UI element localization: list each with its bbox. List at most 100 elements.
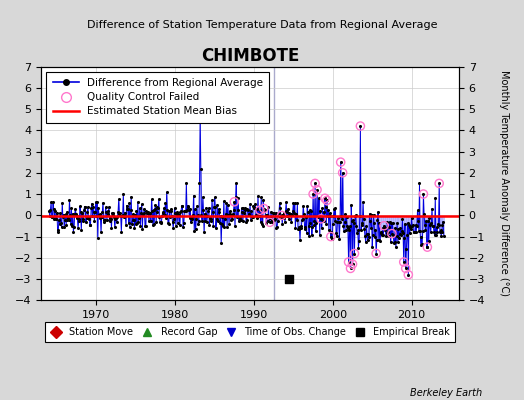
Point — [380, 225, 389, 232]
Point — [403, 232, 411, 238]
Point — [334, 219, 343, 225]
Point — [355, 213, 364, 220]
Point — [176, 209, 184, 216]
Point — [440, 233, 448, 239]
Point — [266, 219, 274, 226]
Point — [101, 216, 109, 223]
Point — [170, 205, 179, 211]
Point — [341, 219, 349, 225]
Point — [246, 201, 254, 208]
Point — [108, 210, 116, 216]
Point — [59, 212, 68, 218]
Point — [72, 211, 80, 217]
Point — [348, 261, 357, 267]
Point — [359, 199, 367, 205]
Point — [396, 230, 404, 237]
Point — [323, 213, 332, 219]
Point — [192, 216, 200, 222]
Point — [348, 261, 357, 267]
Point — [128, 217, 137, 223]
Point — [137, 201, 146, 207]
Point — [60, 224, 69, 230]
Point — [339, 170, 347, 176]
Point — [95, 211, 103, 218]
Point — [140, 206, 148, 212]
Point — [393, 219, 401, 226]
Point — [111, 224, 119, 230]
Point — [164, 219, 172, 226]
Point — [92, 199, 100, 206]
Point — [160, 212, 169, 218]
Point — [271, 210, 280, 216]
Point — [185, 215, 194, 221]
Point — [231, 222, 239, 229]
Point — [323, 197, 331, 204]
Point — [344, 259, 353, 265]
Point — [291, 225, 300, 231]
Point — [72, 213, 81, 220]
Point — [229, 211, 237, 218]
Point — [326, 233, 335, 240]
Point — [208, 197, 216, 204]
Point — [263, 220, 271, 226]
Point — [399, 259, 408, 265]
Point — [139, 210, 148, 216]
Point — [424, 218, 432, 225]
Point — [405, 222, 413, 228]
Point — [85, 214, 93, 220]
Point — [343, 223, 352, 229]
Point — [274, 218, 282, 224]
Point — [359, 215, 368, 222]
Point — [125, 200, 134, 206]
Point — [123, 202, 131, 209]
Point — [380, 222, 388, 229]
Point — [189, 192, 198, 199]
Point — [315, 195, 323, 202]
Point — [298, 216, 307, 222]
Point — [430, 229, 438, 235]
Point — [134, 219, 143, 225]
Point — [398, 216, 407, 223]
Point — [147, 218, 155, 224]
Point — [47, 199, 55, 206]
Point — [240, 210, 248, 216]
Point — [166, 214, 174, 220]
Point — [375, 220, 384, 226]
Point — [186, 206, 194, 212]
Point — [63, 209, 71, 215]
Point — [66, 196, 74, 203]
Point — [155, 214, 163, 220]
Point — [253, 215, 261, 221]
Point — [308, 232, 316, 238]
Point — [282, 199, 290, 206]
Point — [200, 229, 208, 236]
Point — [248, 214, 257, 220]
Point — [204, 208, 212, 214]
Point — [421, 227, 430, 233]
Point — [53, 210, 61, 216]
Point — [46, 206, 54, 213]
Point — [82, 215, 91, 221]
Point — [105, 204, 113, 210]
Point — [284, 206, 292, 213]
Point — [305, 233, 313, 240]
Point — [196, 112, 204, 119]
Point — [281, 219, 289, 226]
Point — [202, 219, 211, 225]
Point — [245, 211, 254, 218]
Point — [326, 233, 335, 240]
Point — [313, 214, 322, 220]
Point — [93, 234, 102, 241]
Point — [408, 215, 416, 221]
Point — [430, 232, 439, 238]
Point — [418, 241, 427, 247]
Point — [280, 209, 288, 216]
Point — [318, 205, 326, 212]
Point — [80, 207, 88, 213]
Point — [411, 228, 419, 235]
Point — [121, 212, 129, 219]
Point — [127, 194, 135, 200]
Point — [403, 220, 412, 226]
Point — [346, 265, 355, 272]
Point — [411, 222, 420, 228]
